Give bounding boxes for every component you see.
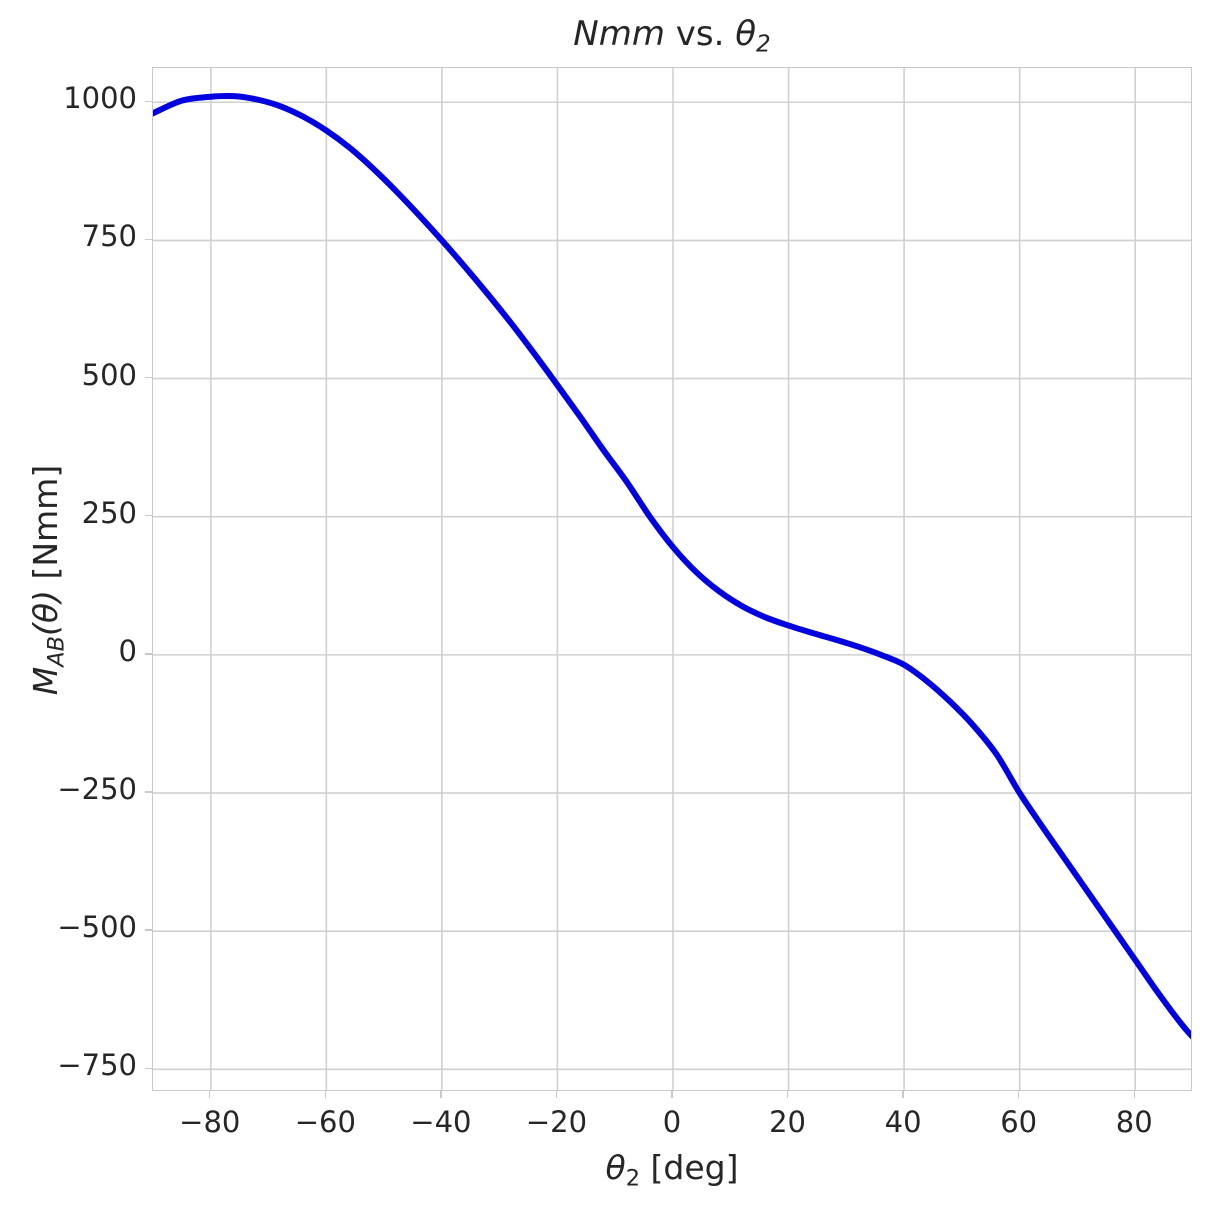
x-tick-label: −60 xyxy=(294,1105,356,1139)
xlabel-var: θ xyxy=(605,1148,626,1187)
x-tick-mark xyxy=(1133,1091,1135,1098)
ylabel-arg: (θ) xyxy=(26,590,65,636)
y-tick-mark xyxy=(145,376,152,379)
y-tick-mark xyxy=(145,653,152,655)
y-tick-mark xyxy=(145,515,152,517)
x-tick-mark xyxy=(671,1091,673,1098)
data-series-line xyxy=(153,92,1191,1040)
x-tick-label: 80 xyxy=(1115,1105,1153,1139)
y-tick-label: 250 xyxy=(81,495,137,530)
x-tick-mark xyxy=(786,1091,789,1098)
y-tick-mark xyxy=(145,1067,152,1070)
x-tick-mark xyxy=(324,1091,327,1098)
y-tick-mark xyxy=(145,929,152,931)
grid-lines xyxy=(153,68,1191,1090)
x-tick-label: −80 xyxy=(179,1105,241,1139)
y-tick-label: 500 xyxy=(81,357,137,392)
y-tick-label: 750 xyxy=(81,219,137,254)
x-tick-label: 20 xyxy=(769,1105,806,1139)
x-tick-label: 60 xyxy=(1000,1105,1038,1139)
title-math-sub: 2 xyxy=(756,31,771,58)
x-tick-label: 0 xyxy=(662,1105,682,1139)
ylabel-var: M xyxy=(26,666,65,696)
x-tick-mark xyxy=(440,1091,442,1098)
y-axis-label: MAB(θ) [Nmm] xyxy=(24,68,70,1092)
y-tick-mark xyxy=(145,238,152,241)
title-plain: vs. xyxy=(664,14,736,54)
y-tick-label: −250 xyxy=(57,772,137,807)
y-tick-label: 0 xyxy=(118,633,137,668)
xlabel-sub: 2 xyxy=(625,1165,641,1192)
ylabel-sub: AB xyxy=(43,635,70,667)
y-tick-label: −500 xyxy=(57,910,137,945)
title-math-lead: Nmm xyxy=(573,14,665,54)
title-math-var: θ xyxy=(735,14,757,54)
y-tick-label: 1000 xyxy=(63,81,137,116)
x-axis-label: θ2 [deg] xyxy=(152,1148,1192,1191)
x-tick-label: −40 xyxy=(410,1105,472,1139)
ylabel-unit: [Nmm] xyxy=(26,464,65,591)
x-tick-mark xyxy=(555,1091,558,1098)
x-tick-label: −20 xyxy=(525,1105,588,1139)
x-tick-mark xyxy=(1017,1091,1020,1098)
x-tick-mark xyxy=(902,1091,904,1098)
plot-area xyxy=(152,67,1192,1091)
y-tick-mark xyxy=(145,791,152,793)
x-tick-label: 40 xyxy=(884,1105,922,1139)
x-tick-mark xyxy=(209,1091,211,1098)
xlabel-unit: [deg] xyxy=(640,1148,739,1187)
chart-title: Nmm vs. θ2 xyxy=(152,14,1192,57)
y-tick-label: −750 xyxy=(57,1048,137,1083)
y-tick-mark xyxy=(145,100,152,102)
